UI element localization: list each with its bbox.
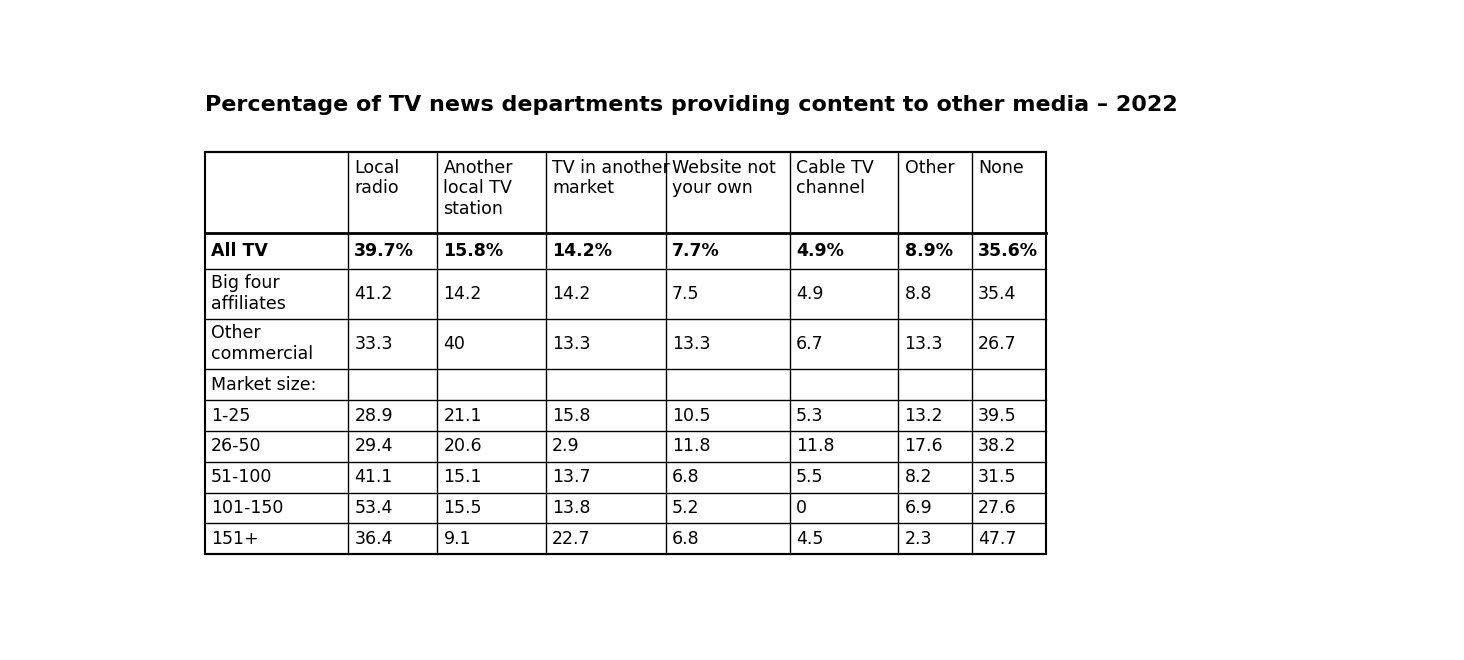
- Text: 2.3: 2.3: [905, 530, 933, 548]
- Text: 13.3: 13.3: [672, 335, 710, 354]
- Text: 5.3: 5.3: [796, 407, 824, 424]
- Text: 13.8: 13.8: [552, 499, 590, 517]
- Text: Percentage of TV news departments providing content to other media – 2022: Percentage of TV news departments provid…: [205, 94, 1177, 115]
- Text: 28.9: 28.9: [354, 407, 392, 424]
- Text: 13.7: 13.7: [552, 469, 590, 486]
- Text: 14.2: 14.2: [552, 285, 590, 304]
- Text: 14.2%: 14.2%: [552, 242, 612, 260]
- Text: 15.5: 15.5: [444, 499, 482, 517]
- Text: 0: 0: [796, 499, 807, 517]
- Text: Another
local TV
station: Another local TV station: [444, 158, 512, 218]
- Text: 5.2: 5.2: [672, 499, 700, 517]
- Text: 51-100: 51-100: [211, 469, 272, 486]
- Bar: [205, 152, 1045, 554]
- Text: Other
commercial: Other commercial: [211, 324, 313, 363]
- Text: 4.9%: 4.9%: [796, 242, 843, 260]
- Text: None: None: [978, 158, 1023, 176]
- Text: 13.2: 13.2: [905, 407, 943, 424]
- Text: 6.8: 6.8: [672, 530, 700, 548]
- Text: Other: Other: [905, 158, 955, 176]
- Text: 17.6: 17.6: [905, 438, 943, 455]
- Text: 1-25: 1-25: [211, 407, 250, 424]
- Text: 29.4: 29.4: [354, 438, 392, 455]
- Text: 8.8: 8.8: [905, 285, 933, 304]
- Text: 11.8: 11.8: [796, 438, 834, 455]
- Text: TV in another
market: TV in another market: [552, 158, 669, 197]
- Text: 20.6: 20.6: [444, 438, 482, 455]
- Text: 151+: 151+: [211, 530, 259, 548]
- Text: 10.5: 10.5: [672, 407, 710, 424]
- Text: 11.8: 11.8: [672, 438, 710, 455]
- Text: 8.9%: 8.9%: [905, 242, 953, 260]
- Text: 39.5: 39.5: [978, 407, 1017, 424]
- Text: 6.8: 6.8: [672, 469, 700, 486]
- Text: 31.5: 31.5: [978, 469, 1016, 486]
- Text: 6.7: 6.7: [796, 335, 824, 354]
- Text: 15.1: 15.1: [444, 469, 482, 486]
- Text: 15.8: 15.8: [552, 407, 590, 424]
- Text: 35.4: 35.4: [978, 285, 1016, 304]
- Text: 21.1: 21.1: [444, 407, 482, 424]
- Text: 7.5: 7.5: [672, 285, 700, 304]
- Text: Market size:: Market size:: [211, 376, 316, 394]
- Text: 33.3: 33.3: [354, 335, 392, 354]
- Text: 47.7: 47.7: [978, 530, 1016, 548]
- Text: 26-50: 26-50: [211, 438, 262, 455]
- Text: 27.6: 27.6: [978, 499, 1017, 517]
- Text: Big four
affiliates: Big four affiliates: [211, 274, 285, 313]
- Text: 41.2: 41.2: [354, 285, 392, 304]
- Text: 53.4: 53.4: [354, 499, 392, 517]
- Text: 35.6%: 35.6%: [978, 242, 1038, 260]
- Text: 4.9: 4.9: [796, 285, 824, 304]
- Text: All TV: All TV: [211, 242, 268, 260]
- Text: 13.3: 13.3: [905, 335, 943, 354]
- Text: 38.2: 38.2: [978, 438, 1016, 455]
- Text: 2.9: 2.9: [552, 438, 580, 455]
- Text: 36.4: 36.4: [354, 530, 392, 548]
- Text: 14.2: 14.2: [444, 285, 482, 304]
- Text: 15.8%: 15.8%: [444, 242, 504, 260]
- Text: 6.9: 6.9: [905, 499, 933, 517]
- Text: Website not
your own: Website not your own: [672, 158, 776, 197]
- Text: 41.1: 41.1: [354, 469, 392, 486]
- Text: 101-150: 101-150: [211, 499, 283, 517]
- Text: 5.5: 5.5: [796, 469, 824, 486]
- Text: Cable TV
channel: Cable TV channel: [796, 158, 874, 197]
- Text: 8.2: 8.2: [905, 469, 933, 486]
- Text: 7.7%: 7.7%: [672, 242, 720, 260]
- Text: 22.7: 22.7: [552, 530, 590, 548]
- Text: 40: 40: [444, 335, 466, 354]
- Text: 26.7: 26.7: [978, 335, 1017, 354]
- Text: 39.7%: 39.7%: [354, 242, 414, 260]
- Text: 13.3: 13.3: [552, 335, 590, 354]
- Text: 4.5: 4.5: [796, 530, 823, 548]
- Text: Local
radio: Local radio: [354, 158, 400, 197]
- Text: 9.1: 9.1: [444, 530, 471, 548]
